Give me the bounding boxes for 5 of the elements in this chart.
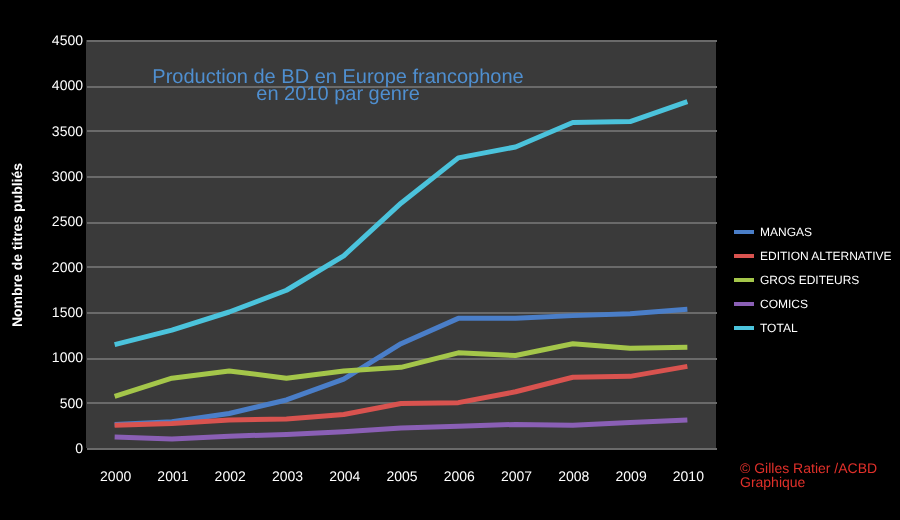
text: en 2010 par genre — [256, 83, 420, 106]
line-series — [112, 417, 690, 442]
line-series — [112, 341, 690, 399]
text: Production de BD en Europe francophone — [152, 66, 524, 89]
line-series — [112, 363, 690, 428]
